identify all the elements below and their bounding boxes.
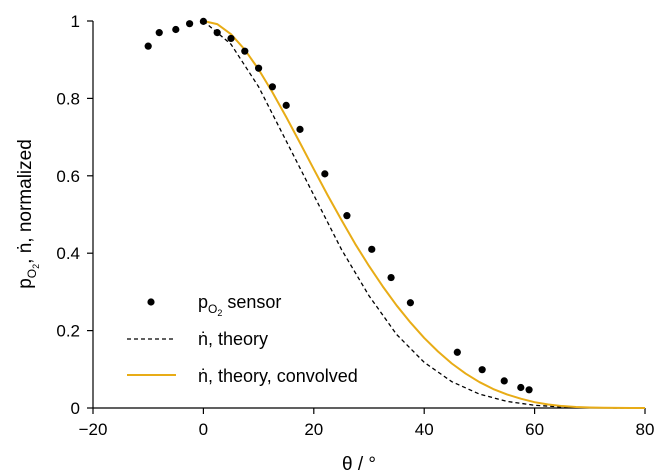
scatter-point-sensor [282,101,290,109]
scatter-point-sensor [172,25,180,34]
legend-label-theory: ṅ, theory [198,329,268,349]
scatter-point-sensor [296,125,304,133]
legend-label-sensor: pO2 sensor [198,292,281,318]
y-tick-label: 0.2 [56,322,80,341]
x-tick-label: 60 [525,420,544,439]
legend-label-sensor-rest: sensor [222,292,281,312]
scatter-point-sensor [525,386,533,394]
scatter-point-sensor [453,348,461,356]
legend-label-sensor-sub2: 2 [217,308,222,318]
y-tick-label: 1 [71,12,80,31]
scatter-point-sensor [368,245,376,253]
series-layer [144,17,646,409]
scatter-point-sensor [199,17,207,25]
series-line-theory [202,20,646,409]
y-axis-label-main: p [15,278,36,289]
scatter-point-sensor [213,29,221,37]
scatter-point-sensor [227,34,235,43]
legend-label-sensor-main: p [198,292,208,312]
scatter-point-sensor [478,366,486,374]
y-tick-label: 0.6 [56,167,80,186]
scatter-point-sensor [406,299,414,307]
x-tick-label: 0 [199,420,208,439]
scatter-point-sensor [321,170,329,178]
scatter-point-sensor [144,42,152,50]
scatter-point-sensor [241,47,249,55]
x-tick-label: 20 [304,420,323,439]
x-tick-label: −20 [79,420,108,439]
scatter-point-sensor [500,377,508,385]
legend-label-convolved: ṅ, theory, convolved [198,366,358,386]
axes [92,21,645,409]
scatter-point-sensor [343,212,351,220]
series-line-convolved [203,20,646,409]
x-tick-label: 80 [636,420,655,439]
legend: pO2 sensor ṅ, theory ṅ, theory, convolve… [127,292,358,386]
scatter-point-sensor [268,83,276,91]
legend-marker-sensor [147,298,155,306]
y-axis-label-sub2: 2 [31,264,41,269]
scatter-point-sensor [155,29,163,37]
scatter-point-sensor [186,20,194,28]
legend-label-sensor-sub1: O [208,302,217,316]
y-tick-label: 0 [71,399,80,418]
y-tick-label: 0.8 [56,89,80,108]
scatter-point-sensor [517,383,525,392]
scatter-point-sensor [255,64,263,72]
y-axis-label-sub1: O [25,269,39,278]
x-axis-label: θ / ° [342,454,376,473]
x-tick-label: 40 [415,420,434,439]
x-ticks: −20 0 20 40 60 80 [79,408,655,439]
y-axis-label-rest: , ṅ, normalized [15,139,36,264]
y-tick-label: 0.4 [56,244,80,263]
y-axis-label: pO2, ṅ, normalized [15,139,41,289]
scatter-point-sensor [387,273,395,282]
y-ticks: 0 0.2 0.4 0.6 0.8 1 [56,12,93,418]
